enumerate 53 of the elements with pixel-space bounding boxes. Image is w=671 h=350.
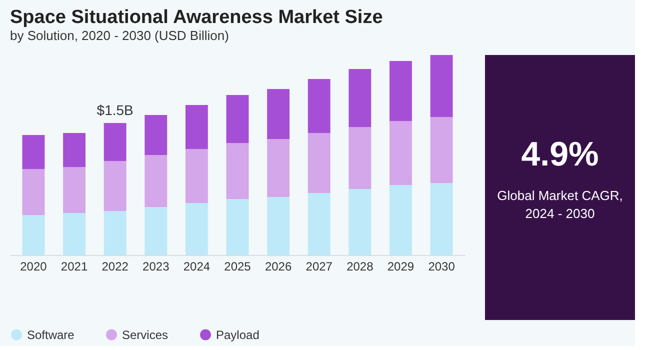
- x-tick-label: 2030: [428, 260, 456, 274]
- bar: [144, 115, 168, 155]
- bar: [22, 135, 45, 169]
- bar: [226, 95, 249, 143]
- legend-label: Services: [122, 328, 168, 342]
- chart-title: Space Situational Awareness Market Size: [10, 7, 383, 28]
- bar: [104, 211, 126, 255]
- bar: [22, 169, 45, 215]
- bar: [308, 133, 330, 193]
- x-tick-label: 2021: [60, 260, 88, 274]
- chart-subtitle: by Solution, 2020 - 2030 (USD Billion): [10, 28, 229, 43]
- bar: [348, 127, 372, 189]
- bar: [348, 69, 372, 127]
- bar: [430, 55, 453, 117]
- bar: [63, 167, 86, 213]
- text: Global Market CAGR,: [497, 188, 623, 203]
- bar: [104, 161, 126, 211]
- text: 2024 - 2030: [525, 206, 595, 221]
- bar: [390, 185, 412, 255]
- bar: [63, 213, 86, 255]
- bar: [144, 155, 168, 207]
- legend-label: Payload: [216, 328, 260, 342]
- bar: [185, 105, 208, 149]
- bar: [348, 189, 372, 255]
- bar: [63, 133, 86, 167]
- x-tick-label: 2028: [346, 260, 374, 274]
- bar: [267, 197, 290, 255]
- x-tick-label: 2022: [102, 260, 129, 274]
- x-tick-label: 2029: [387, 260, 414, 274]
- bar: [308, 79, 330, 133]
- text: 4.9%: [521, 136, 599, 174]
- bar: [308, 193, 330, 255]
- bar: [22, 215, 45, 255]
- bar: [226, 199, 249, 255]
- bar: [390, 61, 412, 121]
- bar: [226, 143, 249, 199]
- bar: [267, 139, 290, 197]
- x-tick-label: 2027: [306, 260, 333, 274]
- bar: [267, 89, 290, 139]
- x-tick-label: 2020: [20, 260, 48, 274]
- annotation: $1.5B: [96, 102, 134, 118]
- bar: [144, 207, 168, 255]
- bar: [185, 149, 208, 203]
- bar: [104, 123, 126, 161]
- x-tick-label: 2024: [183, 260, 210, 274]
- x-tick-label: 2026: [264, 260, 292, 274]
- legend-label: Software: [27, 328, 75, 342]
- x-tick-label: 2025: [224, 260, 252, 274]
- x-tick-label: 2023: [142, 260, 170, 274]
- bar: [185, 203, 208, 255]
- bar: [430, 183, 453, 255]
- bar: [390, 121, 412, 185]
- bar: [430, 117, 453, 183]
